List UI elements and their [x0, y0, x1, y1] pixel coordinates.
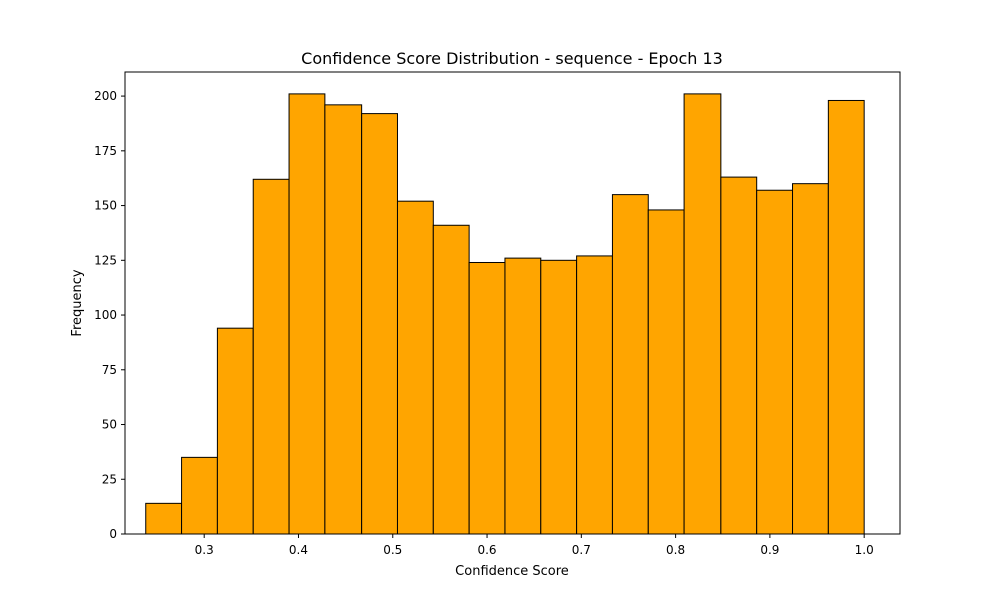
- histogram-bar: [396, 200, 434, 535]
- histogram-bar: [683, 93, 722, 535]
- x-axis-label: Confidence Score: [455, 564, 569, 579]
- plot-frame: [124, 71, 901, 535]
- y-tick-label: 175: [94, 144, 117, 158]
- histogram-bar: [432, 224, 470, 535]
- histogram-bar: [324, 104, 363, 535]
- x-tick-label: 1.0: [855, 543, 874, 557]
- histogram-bar: [361, 113, 398, 535]
- histogram-bar: [288, 93, 326, 535]
- histogram-bar: [720, 176, 758, 535]
- histogram-bar: [252, 178, 290, 535]
- y-tick-label: 50: [102, 418, 117, 432]
- y-tick-label: 200: [94, 89, 117, 103]
- x-tick-label: 0.6: [477, 543, 496, 557]
- y-axis-ticks: 0 25 50 75 100 125 150 175 200: [94, 89, 125, 541]
- x-tick-label: 0.8: [666, 543, 685, 557]
- x-tick-label: 0.4: [289, 543, 308, 557]
- histogram-bar: [145, 502, 183, 535]
- histogram-bar: [468, 261, 506, 535]
- x-tick-label: 0.5: [383, 543, 402, 557]
- y-tick-label: 100: [94, 308, 117, 322]
- histogram-bar: [576, 255, 613, 535]
- histogram-bar: [216, 327, 254, 535]
- y-tick-label: 25: [102, 472, 117, 486]
- histogram-bar: [647, 209, 685, 535]
- x-tick-label: 0.7: [572, 543, 591, 557]
- x-tick-label: 0.3: [195, 543, 214, 557]
- y-tick-label: 0: [109, 527, 117, 541]
- y-axis-label: Frequency: [70, 269, 85, 336]
- x-tick-label: 0.9: [760, 543, 779, 557]
- y-tick-label: 75: [102, 363, 117, 377]
- y-tick-label: 150: [94, 199, 117, 213]
- histogram-bar: [756, 189, 794, 535]
- histogram-bar: [540, 259, 578, 535]
- chart-title: Confidence Score Distribution - sequence…: [301, 49, 723, 68]
- histogram-bar: [792, 183, 829, 535]
- histogram-bar: [504, 257, 542, 535]
- histogram-bar: [827, 99, 865, 535]
- y-tick-label: 125: [94, 253, 117, 267]
- histogram-bar: [181, 456, 218, 535]
- histogram-bar: [611, 194, 649, 535]
- bars-group: [145, 93, 865, 535]
- x-axis-ticks: 0.3 0.4 0.5 0.6 0.7 0.8 0.9 1.0: [195, 534, 874, 557]
